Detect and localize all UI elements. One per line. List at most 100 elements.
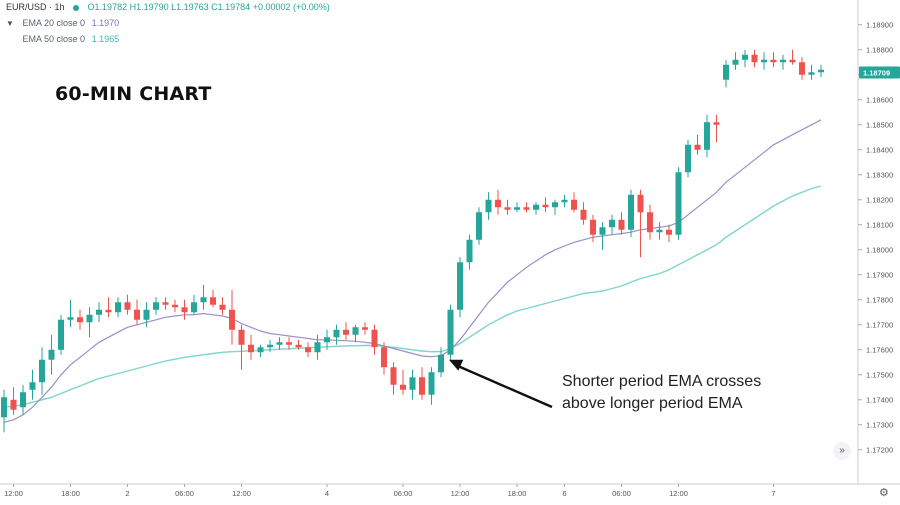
candle-up [533, 202, 539, 215]
ema20-layer [3, 119, 822, 423]
candle-body [495, 199, 501, 208]
candle-body [257, 347, 264, 353]
price-tick-label: 1.18400 [866, 145, 893, 154]
candle-body [419, 377, 425, 395]
candle-body [343, 329, 349, 335]
candle-body [637, 194, 644, 213]
candle-up [656, 222, 663, 240]
candle-up [675, 167, 682, 240]
candle-up [143, 302, 150, 328]
candle-body [704, 122, 710, 150]
candle-body [599, 227, 606, 235]
candle-body [20, 392, 26, 408]
candle-up [267, 339, 273, 353]
candle-body [381, 347, 387, 368]
ohlc-header: EUR/USD · 1h O1.19782 H1.19790 L1.19763 … [6, 2, 330, 12]
candle-up [39, 347, 45, 395]
candle-body [238, 329, 245, 345]
candle-body [229, 309, 235, 330]
candle-body [96, 309, 102, 315]
annotation-arrow-head [449, 359, 464, 371]
symbol-label[interactable]: EUR/USD · 1h [6, 2, 65, 12]
candle-body [162, 302, 169, 305]
candle-body [533, 204, 539, 210]
candle-up [428, 367, 435, 405]
candle-body [732, 59, 739, 65]
candle-up [561, 194, 568, 208]
candle-up [58, 314, 64, 355]
candle-up [761, 52, 767, 70]
candle-down [124, 294, 131, 315]
time-tick-label: 18:00 [61, 489, 80, 498]
candle-body [362, 327, 368, 330]
candle-body [666, 229, 672, 235]
candle-up [628, 189, 634, 238]
price-tick-label: 1.18500 [866, 120, 893, 129]
candle-down [172, 299, 178, 313]
candle-up [780, 54, 786, 70]
time-tick-label: 4 [325, 489, 329, 498]
price-tick-label: 1.18800 [866, 45, 893, 54]
candle-body [153, 302, 159, 310]
candle-body [485, 199, 492, 213]
price-tick-label: 1.17800 [866, 295, 893, 304]
candle-up [808, 64, 815, 80]
indicator-legend-ema20[interactable]: ▼ EMA 20 close 0 1.1970 [6, 18, 119, 28]
scroll-to-realtime-button[interactable]: » [833, 442, 851, 460]
candle-down [381, 342, 387, 375]
candle-body [314, 342, 321, 353]
candle-up [1, 389, 7, 433]
candle-up [447, 304, 454, 360]
candle-down [571, 192, 577, 213]
price-tick-label: 1.17200 [866, 445, 893, 454]
price-tick-label: 1.18200 [866, 195, 893, 204]
time-tick-label: 06:00 [394, 489, 413, 498]
candle-down [542, 197, 549, 213]
candle-down [751, 49, 758, 68]
ohlc-values: O1.19782 H1.19790 L1.19763 C1.19784 +0.0… [87, 2, 330, 12]
price-tick-label: 1.17300 [866, 420, 893, 429]
candle-up [333, 324, 340, 345]
candle-up [818, 64, 824, 78]
candle-body [580, 209, 587, 220]
candle-down [789, 49, 796, 65]
price-tick-label: 1.17400 [866, 395, 893, 404]
gear-icon[interactable]: ⚙ [879, 487, 889, 499]
candle-body [409, 377, 416, 390]
time-tick-label: 12:00 [451, 489, 470, 498]
candle-up [409, 369, 416, 400]
annotation-text: Shorter period EMA crosses above longer … [562, 371, 761, 415]
candle-body [770, 59, 777, 63]
candle-down [713, 114, 720, 143]
candle-body [656, 229, 663, 233]
indicator-legend-ema50[interactable]: EMA 50 close 0 1.1965 [6, 34, 120, 44]
candle-down [770, 52, 777, 68]
candle-body [571, 199, 577, 210]
collapse-legend-icon[interactable]: ▼ [6, 19, 14, 28]
candle-body [723, 64, 729, 80]
time-tick-label: 6 [562, 489, 566, 498]
candle-body [628, 194, 634, 230]
candle-body [267, 344, 273, 348]
price-tick-label: 1.17500 [866, 370, 893, 379]
candle-down [618, 212, 625, 235]
candle-down [305, 342, 311, 358]
candle-down [105, 297, 112, 318]
candle-body [514, 207, 520, 210]
candle-body [761, 59, 767, 63]
time-tick-label: 06:00 [612, 489, 631, 498]
candle-body [324, 337, 330, 343]
annotation-line: above longer period EMA [562, 395, 743, 412]
candle-up [476, 207, 482, 245]
candle-down [181, 299, 188, 320]
candle-body [590, 219, 596, 235]
candle-body [438, 354, 444, 373]
ema50-line [3, 185, 822, 408]
candle-up [115, 297, 121, 318]
candle-down [219, 297, 226, 315]
candle-up [552, 199, 558, 215]
time-tick-label: 7 [771, 489, 775, 498]
candle-up [20, 384, 26, 415]
